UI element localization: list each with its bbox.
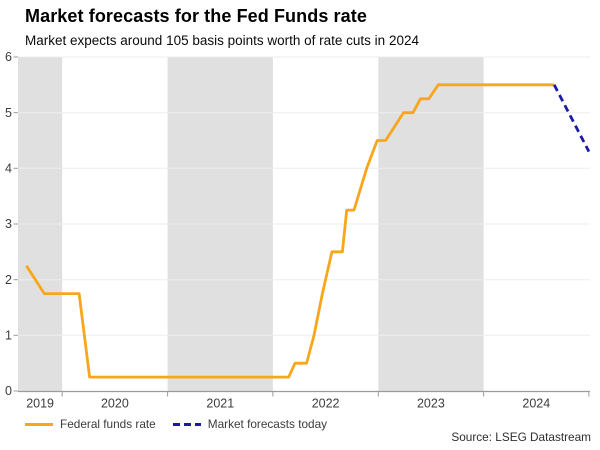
legend: Federal funds rate Market forecasts toda… <box>25 416 327 432</box>
legend-item-market-forecasts: Market forecasts today <box>172 417 328 431</box>
x-axis-label: 2024 <box>522 397 550 411</box>
market-forecast-line <box>552 84 591 153</box>
y-axis-label: 0 <box>5 384 12 398</box>
legend-item-federal-funds-rate: Federal funds rate <box>25 417 156 431</box>
y-axis-label: 5 <box>5 106 12 120</box>
legend-label-federal-funds-rate: Federal funds rate <box>60 417 156 431</box>
y-axis-label: 4 <box>5 162 12 176</box>
chart-subtitle: Market expects around 105 basis points w… <box>25 33 419 48</box>
y-axis-label: 1 <box>5 329 12 343</box>
market-forecast-line-swatch <box>172 422 201 426</box>
y-axis-label: 2 <box>5 273 12 287</box>
chart-title: Market forecasts for the Fed Funds rate <box>25 6 367 26</box>
x-axis-label: 2022 <box>312 397 340 411</box>
source-text: Source: LSEG Datastream <box>451 430 591 444</box>
federal-funds-rate-line <box>25 83 555 379</box>
x-axis-label: 2019 <box>26 397 54 411</box>
x-axis-label: 2023 <box>417 397 445 411</box>
x-axis-label: 2020 <box>101 397 129 411</box>
federal-funds-line-swatch <box>25 422 53 426</box>
legend-label-market-forecasts: Market forecasts today <box>207 417 328 431</box>
y-axis-label: 3 <box>5 217 12 231</box>
y-axis-label: 6 <box>5 50 12 64</box>
x-axis-label: 2021 <box>206 397 234 411</box>
